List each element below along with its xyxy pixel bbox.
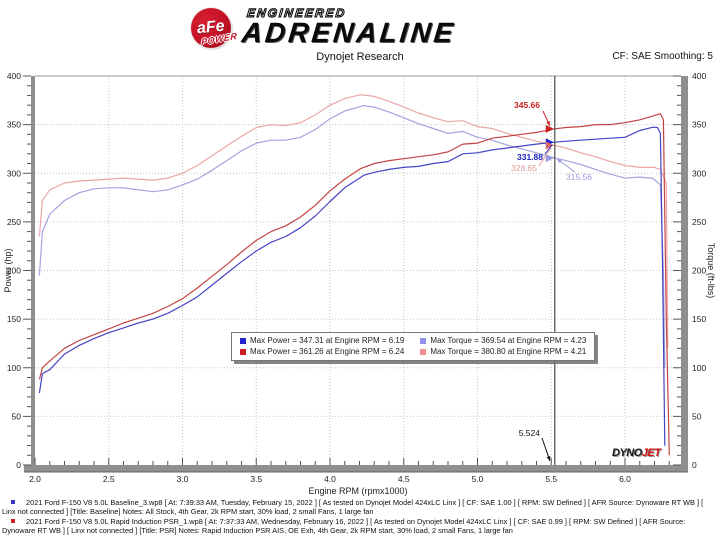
svg-text:200: 200 xyxy=(7,266,21,276)
legend-label: Max Torque = 369.54 at Engine RPM = 4.23 xyxy=(430,336,587,345)
svg-text:300: 300 xyxy=(7,168,21,178)
curve-baseline-power-hp- xyxy=(38,126,666,446)
dyno-curves xyxy=(38,94,670,456)
afe-adrenaline-logo: aFe POWER ENGINEERED ADRENALINE xyxy=(185,4,530,52)
cursor-marker xyxy=(545,124,554,133)
legend-item: Max Torque = 369.54 at Engine RPM = 4.23 xyxy=(420,335,586,346)
dynojet-watermark-jet: JET xyxy=(641,447,661,459)
svg-text:5.5: 5.5 xyxy=(545,474,557,484)
svg-text:400: 400 xyxy=(692,71,706,81)
annotation-label: 331.88 xyxy=(517,152,543,162)
svg-text:50: 50 xyxy=(12,411,22,421)
run-info-entry: 2021 Ford F-150 V8 5.0L Rapid Induction … xyxy=(2,517,718,535)
annotation-label: 5.524 xyxy=(519,428,541,438)
legend-swatch xyxy=(240,337,246,344)
left-axis-title: Power (hp) xyxy=(3,248,13,292)
cursor-line[interactable] xyxy=(545,76,556,465)
annotation-label: 315.56 xyxy=(566,172,592,182)
right-axis-title: Torque (ft-lbs) xyxy=(706,243,716,299)
svg-text:0: 0 xyxy=(692,460,697,470)
smoothing-setting-label: CF: SAE Smoothing: 5 xyxy=(612,51,713,62)
brand-adrenaline-text: ADRENALINE xyxy=(240,17,458,48)
svg-text:4.5: 4.5 xyxy=(398,474,410,484)
run-info-text: 2021 Ford F-150 V8 5.0L Baseline_3.wp8 [… xyxy=(2,498,704,516)
svg-text:300: 300 xyxy=(692,168,706,178)
svg-text:400: 400 xyxy=(7,71,21,81)
legend-swatch xyxy=(420,337,427,344)
svg-text:3.0: 3.0 xyxy=(177,474,189,484)
svg-text:0: 0 xyxy=(16,460,21,470)
run-info-entry: 2021 Ford F-150 V8 5.0L Baseline_3.wp8 [… xyxy=(2,498,718,516)
cursor-marker xyxy=(545,154,554,163)
run-color-bullet xyxy=(11,500,15,504)
svg-text:250: 250 xyxy=(7,217,21,227)
afe-logo-icon: aFe xyxy=(191,8,231,48)
svg-text:250: 250 xyxy=(692,217,706,227)
page-title: Dynojet Research xyxy=(316,51,404,63)
run-info-footer: 2021 Ford F-150 V8 5.0L Baseline_3.wp8 [… xyxy=(2,498,718,536)
dyno-chart: 0 0 50 50 100 100 150 150 200 200 250 250 300 300 350 3… xyxy=(3,71,716,496)
svg-text:150: 150 xyxy=(692,314,706,324)
chart-legend: Max Power = 347.31 at Engine RPM = 6.19 M… xyxy=(231,332,596,361)
legend-swatch xyxy=(240,348,246,355)
run-info-text: 2021 Ford F-150 V8 5.0L Rapid Induction … xyxy=(2,517,686,535)
svg-text:2.0: 2.0 xyxy=(29,474,41,484)
svg-text:350: 350 xyxy=(692,120,706,130)
curve-psr-torque-ft-lbs- xyxy=(38,94,669,349)
legend-item: Max Power = 347.31 at Engine RPM = 6.19 xyxy=(240,335,404,346)
svg-text:50: 50 xyxy=(692,411,702,421)
curve-baseline-torque-ft-lbs- xyxy=(38,104,666,368)
run-color-bullet xyxy=(11,519,15,523)
dynojet-watermark-dyno: DYNO xyxy=(612,447,642,459)
svg-text:5.0: 5.0 xyxy=(472,474,484,484)
svg-text:150: 150 xyxy=(7,314,21,324)
svg-text:4.0: 4.0 xyxy=(324,474,336,484)
x-axis-title: Engine RPM (rpmx1000) xyxy=(308,486,407,496)
dynojet-watermark: DYNOJET xyxy=(612,447,661,459)
svg-text:350: 350 xyxy=(7,120,21,130)
svg-text:6.0: 6.0 xyxy=(619,474,631,484)
svg-text:3.5: 3.5 xyxy=(250,474,262,484)
legend-item: Max Power = 361.26 at Engine RPM = 6.24 xyxy=(240,346,404,357)
cursor-marker xyxy=(545,141,554,150)
grid-lines xyxy=(35,75,681,465)
svg-text:200: 200 xyxy=(692,266,706,276)
legend-label: Max Power = 361.26 at Engine RPM = 6.24 xyxy=(250,347,405,356)
axis-ticks-and-labels: 0 0 50 50 100 100 150 150 200 200 250 250 300 300 350 3… xyxy=(3,71,716,496)
curve-psr-power-hp- xyxy=(38,113,670,456)
svg-text:100: 100 xyxy=(692,363,706,373)
legend-label: Max Power = 347.31 at Engine RPM = 6.19 xyxy=(250,336,405,345)
annotation-label: 345.66 xyxy=(514,100,540,110)
svg-text:100: 100 xyxy=(7,363,21,373)
annotation-label: 328.65 xyxy=(511,163,537,173)
legend-label: Max Torque = 380.80 at Engine RPM = 4.21 xyxy=(430,347,587,356)
svg-text:2.5: 2.5 xyxy=(103,474,115,484)
legend-item: Max Torque = 380.80 at Engine RPM = 4.21 xyxy=(420,346,586,357)
legend-swatch xyxy=(420,348,427,355)
axis-frame xyxy=(24,75,688,473)
